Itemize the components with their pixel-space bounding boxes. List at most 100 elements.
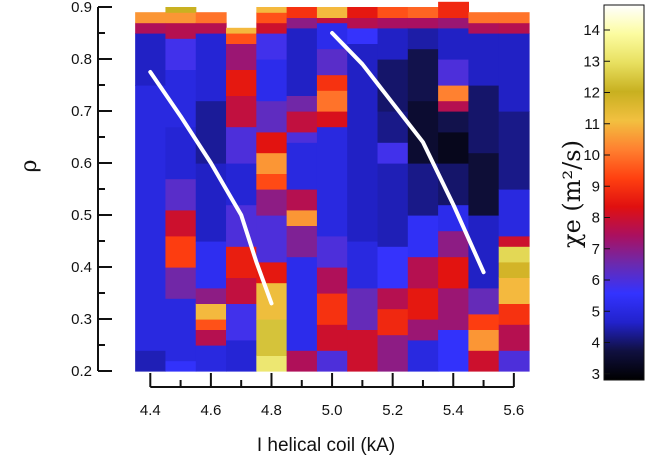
heat-cell-6-8 <box>316 74 348 91</box>
heat-cell-5-9 <box>286 27 318 96</box>
heat-cell-11-3 <box>468 287 500 315</box>
heat-cell-8-10 <box>377 7 409 18</box>
heat-cell-2-5 <box>195 241 227 289</box>
heat-cell-2-0 <box>195 345 227 372</box>
heat-cell-12-3 <box>498 277 530 304</box>
heat-cell-7-4 <box>347 27 379 44</box>
heat-cell-6-1 <box>316 324 348 351</box>
heat-cell-6-11 <box>316 17 348 24</box>
heat-cell-1-4 <box>165 209 197 237</box>
heat-cell-2-7 <box>195 100 227 164</box>
colorbar-title: χe (m²/s) <box>558 140 586 248</box>
heat-cell-10-3 <box>438 230 470 258</box>
heat-cell-1-9 <box>165 22 197 39</box>
heat-cell-7-2 <box>347 241 379 289</box>
heat-cell-5-0 <box>286 350 318 372</box>
heat-cell-11-9 <box>468 12 500 24</box>
colorbar-tick-label: 10 <box>583 147 600 164</box>
y-tick-label: 0.7 <box>71 103 92 120</box>
heat-cell-11-8 <box>468 22 500 34</box>
heat-cell-11-5 <box>468 152 500 216</box>
y-tick-label: 0.5 <box>71 207 92 224</box>
heat-cell-1-10 <box>165 12 197 24</box>
heat-cell-2-8 <box>195 33 227 102</box>
heat-cell-5-8 <box>286 95 318 112</box>
heat-cell-6-9 <box>316 48 348 76</box>
heat-cell-5-6 <box>286 131 318 143</box>
heat-cell-9-3 <box>407 256 439 289</box>
heat-cell-4-14 <box>256 7 288 13</box>
heat-cell-5-3 <box>286 209 318 226</box>
x-tick-label: 5.0 <box>322 402 343 419</box>
heat-cell-12-5 <box>498 246 530 263</box>
heat-cell-12-1 <box>498 324 530 351</box>
heat-cell-12-0 <box>498 350 530 372</box>
overlay-line-1 <box>148 70 274 306</box>
heat-cell-7-0 <box>347 329 379 372</box>
heat-cell-6-5 <box>316 126 348 237</box>
heat-cell-2-9 <box>195 22 227 34</box>
colorbar-gradient <box>603 4 645 381</box>
colorbar-tick-label: 7 <box>592 241 600 258</box>
heat-cell-10-9 <box>438 85 470 102</box>
heat-cell-4-7 <box>256 152 288 174</box>
heat-cell-7-3 <box>347 43 379 242</box>
x-tick-label: 5.6 <box>503 402 524 419</box>
heat-cell-12-4 <box>498 261 530 278</box>
heat-cell-0-1 <box>135 85 167 351</box>
heat-cell-2-4 <box>195 287 227 304</box>
heat-cell-12-11 <box>498 12 530 24</box>
heat-cell-8-2 <box>377 287 409 310</box>
heat-cell-1-8 <box>165 38 197 70</box>
heat-cell-5-5 <box>286 142 318 190</box>
heat-cell-6-4 <box>316 235 348 268</box>
heat-cell-8-3 <box>377 246 409 289</box>
heat-cell-3-10 <box>226 33 257 44</box>
y-axis-title: ρ <box>17 160 42 173</box>
colorbar-tick-label: 11 <box>584 116 600 133</box>
y-tick-label: 0.9 <box>71 0 92 16</box>
heat-cell-10-6 <box>438 131 470 164</box>
heat-cell-0-2 <box>135 33 167 86</box>
heat-cell-9-8 <box>407 27 439 50</box>
heat-cell-8-8 <box>377 27 409 60</box>
heat-cell-10-7 <box>438 111 470 133</box>
heat-cell-3-8 <box>226 69 257 96</box>
overlay-line-2 <box>330 31 486 275</box>
heat-cell-12-8 <box>498 111 530 190</box>
heat-cell-9-4 <box>407 215 439 258</box>
heat-cell-4-6 <box>256 173 288 190</box>
heat-cell-12-7 <box>498 189 530 237</box>
heat-cell-4-13 <box>256 12 288 24</box>
heat-cell-4-9 <box>256 100 288 133</box>
heat-cell-6-12 <box>316 7 348 18</box>
heat-cell-12-6 <box>498 235 530 247</box>
heat-cell-8-4 <box>377 163 409 247</box>
heat-cell-4-11 <box>256 33 288 60</box>
x-tick-label: 4.6 <box>200 402 221 419</box>
heat-cell-9-7 <box>407 48 439 102</box>
heat-cell-11-0 <box>468 350 500 372</box>
heat-cell-7-1 <box>347 287 379 330</box>
heatmap-cells <box>135 1 530 372</box>
heat-cell-5-10 <box>286 17 318 29</box>
heat-cell-9-9 <box>407 17 439 29</box>
heat-cell-1-1 <box>165 298 197 362</box>
heat-cell-3-6 <box>226 126 257 164</box>
heat-cell-5-7 <box>286 111 318 133</box>
heat-cell-5-2 <box>286 225 318 258</box>
heat-cell-4-8 <box>256 131 288 154</box>
colorbar-tick-label: 5 <box>592 303 600 320</box>
heat-cell-8-1 <box>377 308 409 336</box>
heat-cell-3-4 <box>226 204 257 247</box>
heat-cell-4-1 <box>256 319 288 356</box>
heat-cell-10-0 <box>438 329 470 372</box>
heat-cell-9-2 <box>407 287 439 320</box>
heat-cell-6-3 <box>316 267 348 294</box>
heat-cell-0-3 <box>135 22 167 34</box>
overlay-lines <box>148 31 486 306</box>
heat-cell-6-2 <box>316 293 348 325</box>
heat-cell-8-9 <box>377 17 409 29</box>
colorbar-tick-label: 4 <box>592 335 600 352</box>
